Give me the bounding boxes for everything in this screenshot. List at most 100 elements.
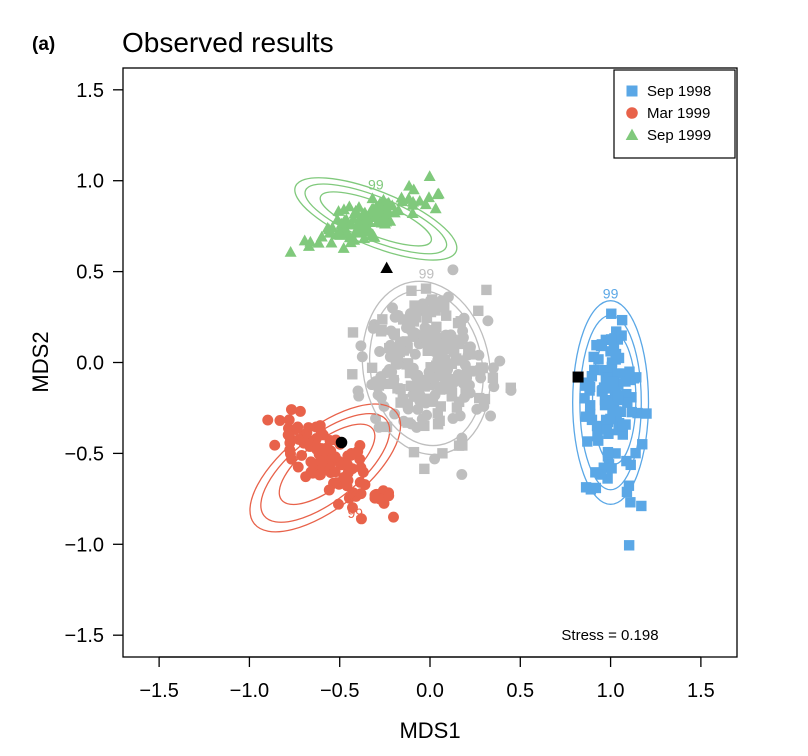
data-point [397,314,409,325]
data-point [473,392,485,404]
data-point [305,456,317,468]
data-point [607,405,618,416]
data-point [465,365,476,377]
data-point [417,298,429,310]
data-point [487,372,499,383]
data-point [452,368,464,380]
data-point [341,458,353,470]
x-tick-label: 0.5 [506,680,534,702]
density-contour [260,412,391,523]
data-point [613,394,624,406]
data-point [446,391,457,402]
x-axis-label: MDS1 [399,718,460,743]
data-point [465,349,476,360]
data-point [602,446,614,458]
data-point [377,314,388,325]
data-point [375,392,387,404]
data-point [494,355,506,367]
centroid-marker [572,371,584,383]
y-tick-label: −1.0 [65,534,104,556]
data-point [355,340,367,352]
data-point [269,439,281,451]
data-point [366,379,378,391]
data-point [403,179,416,191]
data-point [605,346,616,357]
data-point [347,327,359,338]
data-point [606,398,617,409]
x-tick-label: 1.0 [597,680,625,702]
x-axis: −1.5 −1.0 −0.5 0.0 0.5 1.0 1.5 [139,656,715,702]
data-point [601,424,613,435]
data-point [419,322,431,333]
data-point [337,242,350,253]
data-point [302,240,315,251]
data-point [387,302,398,314]
data-point [404,367,416,379]
data-point [404,308,416,320]
data-point [432,408,443,419]
data-point [408,446,420,458]
data-point [440,329,452,341]
data-point [389,408,401,420]
data-point [389,328,400,339]
data-point [357,208,370,219]
data-point [344,236,357,248]
data-point [284,437,296,449]
data-point [598,382,610,393]
data-point [274,415,286,426]
data-point [372,202,385,213]
data-point [584,381,596,393]
data-point [430,305,441,316]
density-contour [572,300,650,505]
data-point [390,344,401,355]
data-point [401,322,412,334]
legend-label: Mar 1999 [647,105,710,122]
data-point [429,299,441,311]
data-point [438,372,450,384]
data-point [316,456,328,468]
data-point [613,378,624,390]
data-point [471,403,483,415]
data-point [395,397,406,408]
data-point [624,366,635,377]
data-point [381,197,394,209]
data-point [636,500,647,512]
data-point [422,345,433,356]
data-point [447,264,459,276]
data-point [595,469,607,480]
data-point [602,473,613,484]
data-point [419,198,432,210]
data-point [505,384,517,396]
data-point [622,397,633,408]
data-point [425,332,436,343]
points-layer [262,170,652,551]
data-point [419,381,430,392]
data-point [419,463,430,475]
data-point [431,321,442,333]
data-point [343,200,356,212]
legend-label: Sep 1998 [647,83,711,100]
data-point [381,421,393,433]
data-point [621,486,633,498]
data-point [605,334,617,345]
data-point [632,407,643,419]
data-point [456,469,468,480]
y-tick-label: 0.0 [76,353,104,375]
data-point [402,417,413,428]
data-point [325,236,338,248]
centroid-layer [335,261,584,449]
data-point [347,369,358,380]
data-point [479,393,491,405]
data-point [625,497,636,508]
data-point [395,191,408,203]
y-tick-label: 0.5 [76,262,104,284]
data-point [590,467,601,478]
x-tick-label: −1.0 [230,680,269,702]
data-point [298,234,311,246]
data-point [620,419,631,430]
density-contour [319,191,433,247]
data-point [432,418,444,430]
data-point [606,361,618,373]
data-point [429,453,441,465]
data-point [612,368,623,379]
